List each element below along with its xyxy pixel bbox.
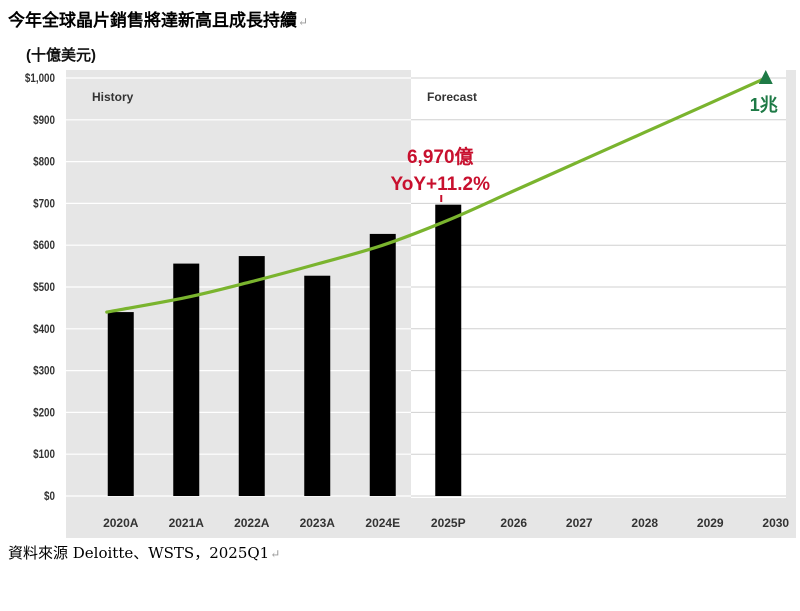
source-return-mark: ↵: [270, 547, 281, 561]
source-note: 資料來源 Deloitte、WSTS，2025Q1↵: [8, 542, 280, 563]
chart-title: 今年全球晶片銷售將達新高且成長持續↵: [8, 6, 308, 31]
x-tick-label: 2023A: [300, 516, 336, 530]
x-tick-label: 2027: [566, 516, 593, 530]
forecast-region: [411, 70, 786, 498]
bar: [107, 312, 134, 496]
y-tick-label: $200: [33, 407, 55, 420]
y-tick-label: $800: [33, 156, 55, 169]
x-tick-label: 2029: [697, 516, 724, 530]
bar: [369, 233, 396, 496]
x-tick-label: 2020A: [103, 516, 139, 530]
bar: [304, 275, 331, 496]
y-tick-label: $600: [33, 239, 55, 252]
y-tick-label: $500: [33, 281, 55, 294]
bar-value-annotation: 6,970億: [407, 145, 474, 168]
x-tick-label: 2025P: [431, 516, 466, 530]
target-label: 1兆: [750, 95, 778, 115]
history-label: History: [92, 90, 134, 104]
y-tick-label: $900: [33, 114, 55, 127]
y-tick-label: $300: [33, 365, 55, 378]
x-tick-label: 2021A: [169, 516, 205, 530]
y-tick-label: $400: [33, 323, 55, 336]
y-tick-label: $0: [44, 490, 55, 503]
return-mark: ↵: [298, 15, 309, 29]
target-marker: [758, 70, 773, 84]
x-tick-label: 2022A: [234, 516, 270, 530]
y-tick-label: $700: [33, 198, 55, 211]
y-tick-label: $100: [33, 448, 55, 461]
x-tick-label: 2026: [500, 516, 527, 530]
chart-title-text: 今年全球晶片銷售將達新高且成長持續: [8, 11, 297, 31]
trend-line: [105, 76, 768, 314]
bar: [173, 263, 200, 496]
x-tick-label: 2024E: [365, 516, 400, 530]
bar: [238, 256, 265, 496]
units-label: (十億美元): [26, 47, 96, 64]
y-tick-label: $1,000: [25, 72, 55, 85]
yoy-annotation: YoY+11.2%: [391, 174, 491, 195]
x-tick-label: 2028: [631, 516, 658, 530]
forecast-label: Forecast: [427, 90, 477, 104]
bar: [435, 204, 462, 497]
x-tick-label: 2030: [762, 516, 789, 530]
source-text: 資料來源 Deloitte、WSTS，2025Q1: [8, 544, 270, 562]
